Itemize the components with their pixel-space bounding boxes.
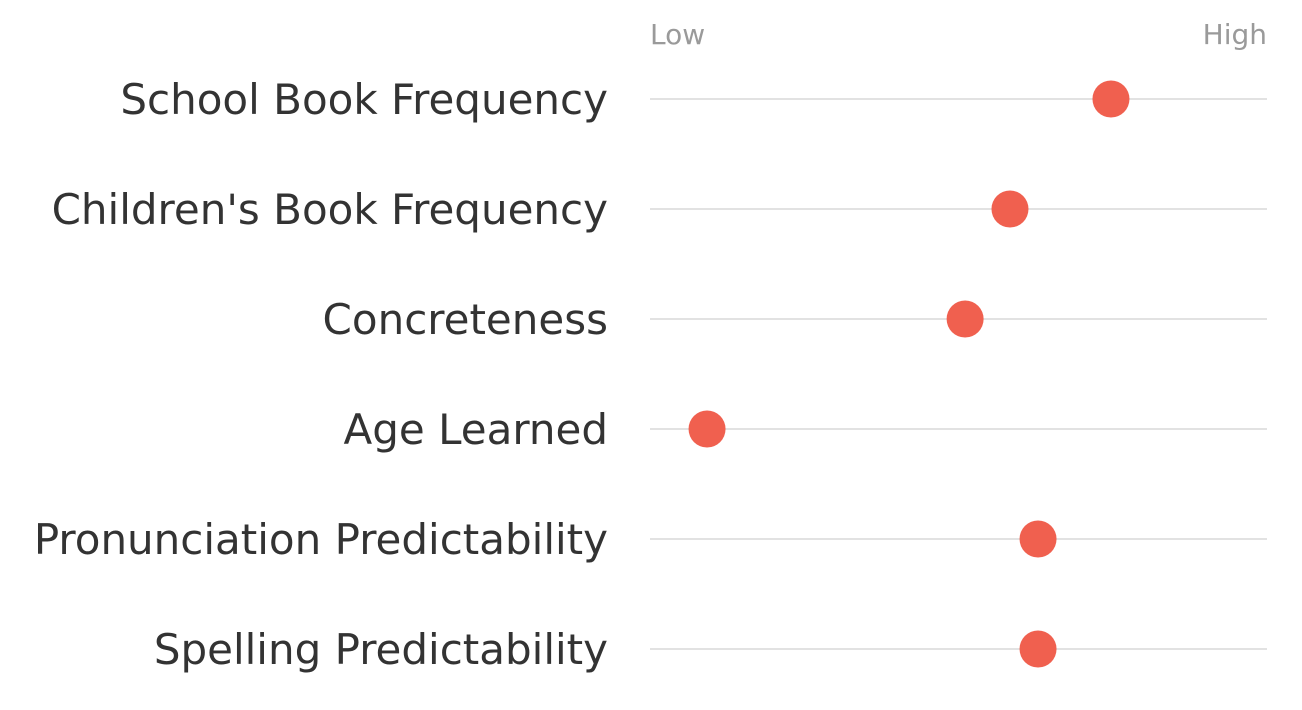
category-label: School Book Frequency [120, 75, 608, 124]
data-point [1092, 80, 1130, 118]
data-point [1019, 520, 1057, 558]
category-label: Concreteness [323, 295, 608, 344]
category-label: Age Learned [344, 405, 608, 454]
data-point [991, 190, 1029, 228]
category-label: Pronunciation Predictability [34, 515, 608, 564]
scale-high-label: High [1203, 18, 1267, 51]
scale-low-label: Low [650, 18, 705, 51]
category-label: Spelling Predictability [154, 625, 608, 674]
data-point [1019, 630, 1057, 668]
rows-group: School Book Frequency Children's Book Fre… [34, 75, 1267, 674]
data-point [688, 410, 726, 448]
data-point [946, 300, 984, 338]
category-label: Children's Book Frequency [52, 185, 608, 234]
